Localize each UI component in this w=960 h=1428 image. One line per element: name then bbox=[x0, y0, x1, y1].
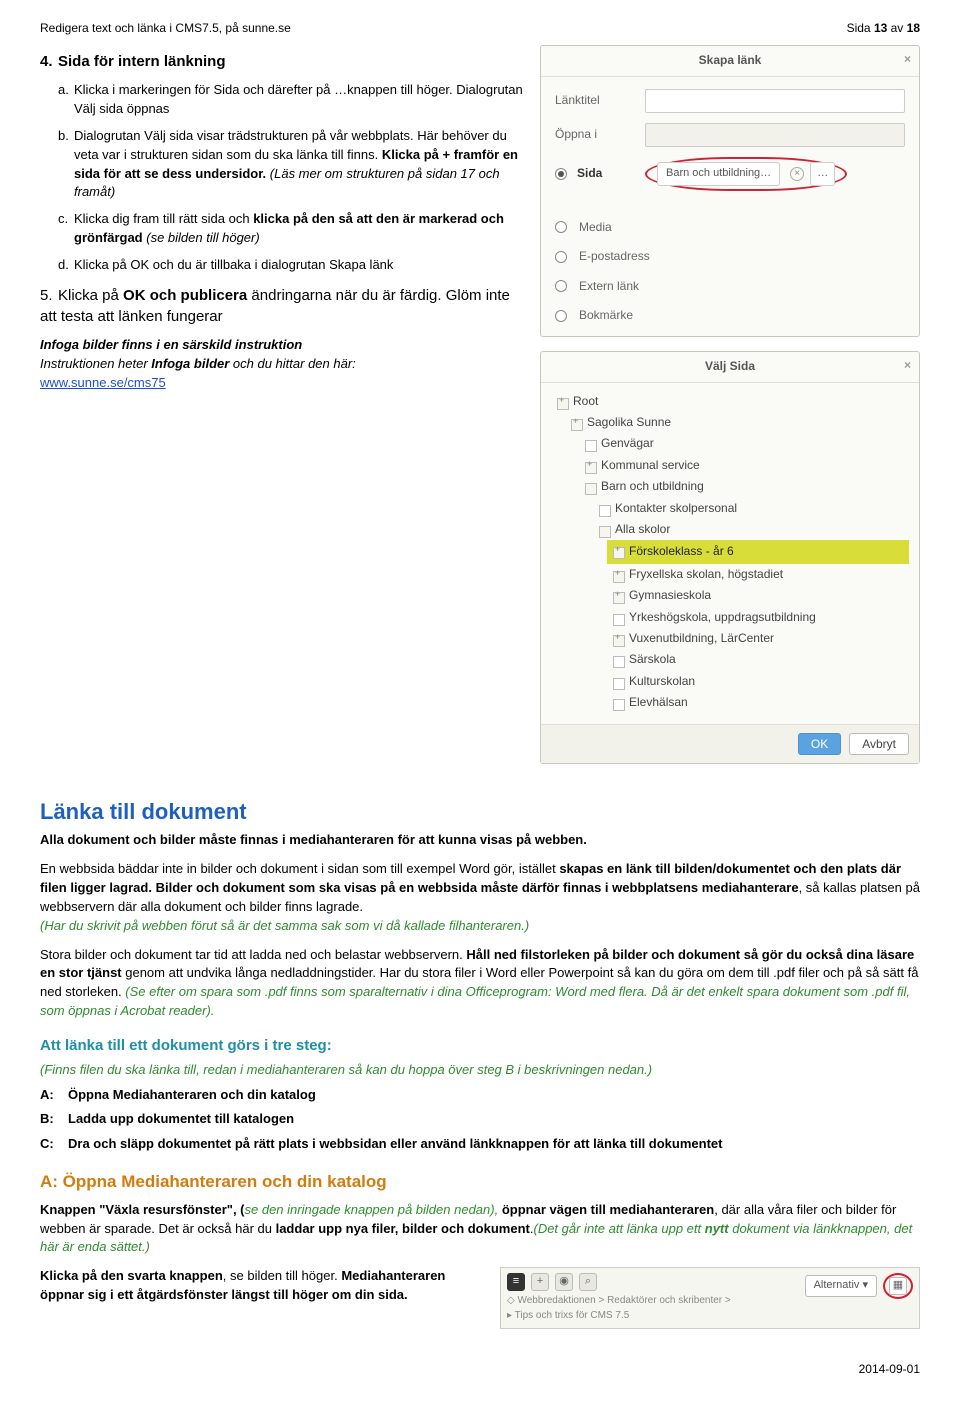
heading-lanka-dokument: Länka till dokument bbox=[40, 796, 920, 828]
label-extern: Extern länk bbox=[579, 278, 639, 295]
heading-open-media: A: Öppna Mediahanteraren och din katalog bbox=[40, 1170, 920, 1195]
tree-item-selected[interactable]: Förskoleklass - år 6 bbox=[607, 540, 909, 563]
tree-item[interactable]: Vuxenutbildning, LärCenter bbox=[607, 628, 909, 649]
cms75-link[interactable]: www.sunne.se/cms75 bbox=[40, 375, 166, 390]
label-openin: Öppna i bbox=[555, 126, 635, 143]
tree-item[interactable]: Elevhälsan bbox=[607, 692, 909, 713]
highlight-circle: ▦ bbox=[883, 1273, 913, 1299]
dialog-skapa-title: Skapa länk bbox=[699, 53, 762, 67]
tree-item[interactable]: Kulturskolan bbox=[607, 671, 909, 692]
dialog-skapa-lank: Skapa länk× Länktitel Öppna i Sida B bbox=[540, 45, 920, 337]
step-a: A:Öppna Mediahanteraren och din katalog bbox=[40, 1086, 920, 1105]
step-b: B:Ladda upp dokumentet till katalogen bbox=[40, 1110, 920, 1129]
radio-extern[interactable] bbox=[555, 280, 567, 292]
eye-icon[interactable]: ◉ bbox=[555, 1273, 573, 1291]
clear-icon[interactable]: × bbox=[790, 167, 804, 181]
radio-bokmarke[interactable] bbox=[555, 310, 567, 322]
page-tree: Root Sagolika Sunne Genvägar Kommunal se… bbox=[541, 383, 919, 724]
label-linktitle: Länktitel bbox=[555, 92, 635, 109]
step-4d: d.Klicka på OK och du är tillbaka i dial… bbox=[58, 256, 524, 275]
tree-root[interactable]: Root bbox=[551, 391, 909, 412]
tree-item[interactable]: Genvägar bbox=[579, 433, 909, 454]
open-p2: Klicka på den svarta knappen, se bilden … bbox=[40, 1267, 470, 1305]
step-4a: a.Klicka i markeringen för Sida och däre… bbox=[58, 81, 524, 119]
tree-item[interactable]: Alla skolor bbox=[593, 519, 909, 540]
linktitle-input[interactable] bbox=[645, 89, 905, 113]
label-bokmarke: Bokmärke bbox=[579, 307, 633, 324]
label-epost: E-postadress bbox=[579, 248, 650, 265]
close-icon[interactable]: × bbox=[904, 51, 911, 68]
highlight-oval: Barn och utbildning… × … bbox=[645, 157, 847, 191]
tree-item[interactable]: Kontakter skolpersonal bbox=[593, 498, 909, 519]
search-icon[interactable]: ⌕ bbox=[579, 1273, 597, 1291]
ok-button[interactable]: OK bbox=[798, 733, 841, 755]
cancel-button[interactable]: Avbryt bbox=[849, 733, 909, 755]
section-5: 5.Klicka på OK och publicera ändringarna… bbox=[40, 285, 524, 329]
tree-item[interactable]: Barn och utbildning bbox=[579, 476, 909, 497]
selected-page-pill[interactable]: Barn och utbildning… bbox=[657, 162, 780, 186]
label-sida: Sida bbox=[577, 165, 602, 182]
step-4c: c. Klicka dig fram till rätt sida och kl… bbox=[58, 210, 524, 248]
tree-item[interactable]: Sagolika Sunne bbox=[565, 412, 909, 433]
alternativ-button[interactable]: Alternativ ▾ bbox=[805, 1275, 877, 1297]
tree-item[interactable]: Särskola bbox=[607, 649, 909, 670]
lanka-p1: Alla dokument och bilder måste finnas i … bbox=[40, 831, 920, 850]
open-p1: Knappen "Växla resursfönster", (se den i… bbox=[40, 1201, 920, 1258]
step-c: C:Dra och släpp dokumentet på rätt plats… bbox=[40, 1135, 920, 1154]
breadcrumb: ▸ Tips och trixs för CMS 7.5 bbox=[507, 1310, 629, 1321]
lanka-p3: Stora bilder och dokument tar tid att la… bbox=[40, 946, 920, 1021]
toggle-resources-icon[interactable]: ≡ bbox=[507, 1273, 525, 1291]
step-4b: b. Dialogrutan Välj sida visar trädstruk… bbox=[58, 127, 524, 202]
dialog-valj-sida: Välj Sida × Root Sagolika Sunne Genvägar … bbox=[540, 351, 920, 763]
lanka-p2: En webbsida bäddar inte in bilder och do… bbox=[40, 860, 920, 935]
close-icon[interactable]: × bbox=[904, 357, 911, 374]
add-icon[interactable]: + bbox=[531, 1273, 549, 1291]
label-media: Media bbox=[579, 219, 612, 236]
steps-note: (Finns filen du ska länka till, redan i … bbox=[40, 1061, 920, 1080]
openin-select[interactable] bbox=[645, 123, 905, 147]
radio-epost[interactable] bbox=[555, 251, 567, 263]
folder-icon[interactable]: ▦ bbox=[889, 1277, 907, 1295]
infoga-note: Infoga bilder finns i en särskild instru… bbox=[40, 336, 524, 393]
footer-date: 2014-09-01 bbox=[40, 1361, 920, 1378]
radio-media[interactable] bbox=[555, 221, 567, 233]
page-number: Sida 13 av 18 bbox=[847, 20, 920, 37]
toolbar-screenshot: ≡ + ◉ ⌕ ◇ Webbredaktionen > Redaktörer o… bbox=[500, 1267, 920, 1329]
heading-three-steps: Att länka till ett dokument görs i tre s… bbox=[40, 1035, 920, 1057]
tree-item[interactable]: Gymnasieskola bbox=[607, 585, 909, 606]
tree-item[interactable]: Fryxellska skolan, högstadiet bbox=[607, 564, 909, 585]
tree-item[interactable]: Yrkeshögskola, uppdragsutbildning bbox=[607, 607, 909, 628]
dialog-valj-title: Välj Sida bbox=[705, 359, 755, 373]
radio-sida[interactable] bbox=[555, 168, 567, 180]
section-4-heading: 4.Sida för intern länkning bbox=[40, 51, 524, 73]
browse-button[interactable]: … bbox=[810, 162, 835, 186]
tree-item[interactable]: Kommunal service bbox=[579, 455, 909, 476]
breadcrumb: ◇ Webbredaktionen > Redaktörer och skrib… bbox=[507, 1295, 731, 1306]
doc-title: Redigera text och länka i CMS7.5, på sun… bbox=[40, 20, 291, 37]
